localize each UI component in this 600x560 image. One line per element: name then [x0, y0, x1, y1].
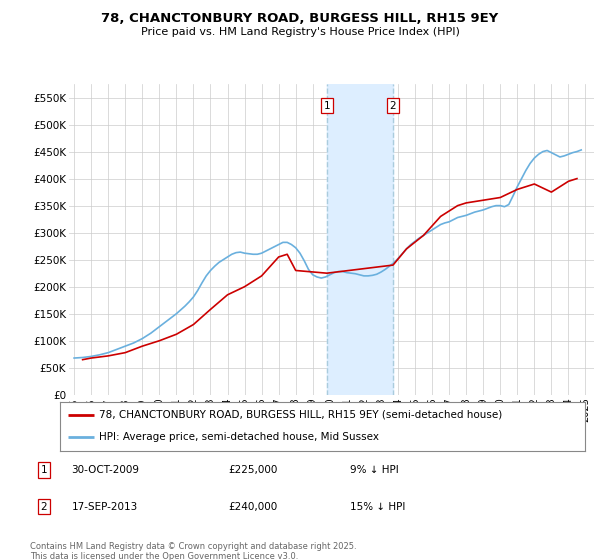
- Text: 30-OCT-2009: 30-OCT-2009: [71, 465, 139, 475]
- Text: 17-SEP-2013: 17-SEP-2013: [71, 502, 137, 511]
- Text: HPI: Average price, semi-detached house, Mid Sussex: HPI: Average price, semi-detached house,…: [100, 432, 379, 442]
- Text: 2: 2: [40, 502, 47, 511]
- Text: 1: 1: [40, 465, 47, 475]
- Text: 1: 1: [323, 101, 330, 111]
- Text: £240,000: £240,000: [229, 502, 278, 511]
- Text: 9% ↓ HPI: 9% ↓ HPI: [350, 465, 399, 475]
- Text: 15% ↓ HPI: 15% ↓ HPI: [350, 502, 406, 511]
- Text: 78, CHANCTONBURY ROAD, BURGESS HILL, RH15 9EY: 78, CHANCTONBURY ROAD, BURGESS HILL, RH1…: [101, 12, 499, 25]
- Text: 78, CHANCTONBURY ROAD, BURGESS HILL, RH15 9EY (semi-detached house): 78, CHANCTONBURY ROAD, BURGESS HILL, RH1…: [100, 410, 503, 420]
- Text: £225,000: £225,000: [229, 465, 278, 475]
- Text: Price paid vs. HM Land Registry's House Price Index (HPI): Price paid vs. HM Land Registry's House …: [140, 27, 460, 37]
- Text: 2: 2: [390, 101, 397, 111]
- Text: Contains HM Land Registry data © Crown copyright and database right 2025.
This d: Contains HM Land Registry data © Crown c…: [30, 542, 356, 560]
- Bar: [327, 84, 393, 395]
